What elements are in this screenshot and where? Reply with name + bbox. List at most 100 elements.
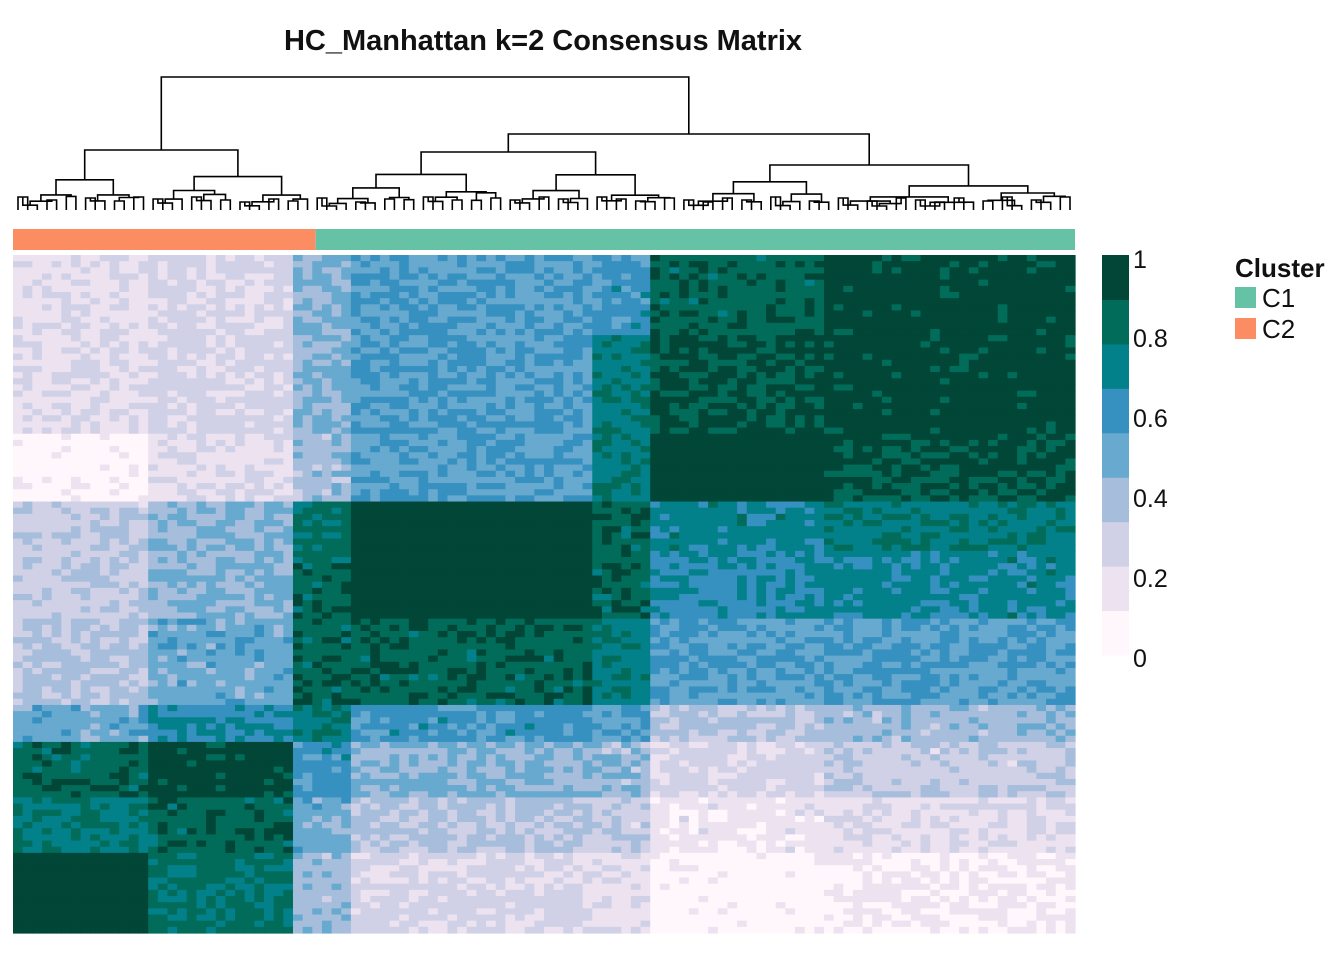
heatmap-cell: [785, 267, 796, 275]
heatmap-cell: [80, 446, 91, 453]
heatmap-cell: [708, 255, 719, 262]
heatmap-cell: [544, 507, 555, 515]
heatmap-cell: [186, 285, 198, 293]
heatmap-cell: [109, 255, 120, 262]
heatmap-cell: [669, 372, 680, 379]
heatmap-cell: [235, 501, 246, 509]
heatmap-cell: [515, 384, 526, 392]
heatmap-cell: [1065, 365, 1076, 373]
heatmap-cell: [61, 304, 72, 312]
heatmap-cell: [717, 335, 729, 342]
heatmap-cell: [814, 433, 825, 441]
heatmap-cell: [814, 298, 825, 305]
heatmap-cell: [737, 415, 748, 423]
heatmap-cell: [891, 520, 902, 527]
heatmap-cell: [1017, 396, 1028, 404]
heatmap-cell: [428, 489, 439, 496]
heatmap-cell: [331, 291, 342, 299]
heatmap-cell: [708, 476, 719, 484]
heatmap-cell: [148, 526, 159, 533]
heatmap-cell: [138, 446, 149, 453]
heatmap-cell: [138, 310, 149, 318]
heatmap-cell: [988, 501, 999, 509]
heatmap-cell: [138, 489, 149, 496]
heatmap-cell: [959, 495, 970, 503]
heatmap-cell: [862, 433, 873, 441]
heatmap-cell: [872, 452, 883, 459]
heatmap-cell: [61, 310, 72, 318]
heatmap-cell: [601, 433, 613, 441]
heatmap-cell: [1036, 421, 1047, 429]
heatmap-cell: [959, 427, 970, 435]
heatmap-cell: [70, 291, 82, 299]
heatmap-cell: [1055, 396, 1066, 404]
heatmap-cell: [292, 507, 304, 515]
heatmap-cell: [698, 291, 709, 299]
heatmap-cell: [659, 359, 671, 367]
heatmap-cell: [70, 439, 82, 447]
heatmap-cell: [41, 304, 53, 312]
heatmap-cell: [804, 310, 815, 318]
heatmap-cell: [408, 279, 420, 287]
heatmap-cell: [389, 415, 400, 423]
heatmap-cell: [283, 279, 294, 287]
heatmap-cell: [746, 322, 757, 330]
heatmap-cell: [457, 322, 468, 330]
heatmap-cell: [669, 476, 680, 484]
heatmap-cell: [939, 267, 951, 275]
heatmap-cell: [177, 464, 188, 472]
heatmap-cell: [1065, 353, 1076, 361]
heatmap-cell: [379, 304, 391, 312]
heatmap-cell: [244, 261, 255, 268]
heatmap-cell: [341, 255, 352, 262]
heatmap-cell: [746, 489, 757, 496]
heatmap-cell: [99, 353, 111, 361]
heatmap-cell: [1065, 458, 1076, 466]
heatmap-cell: [679, 298, 690, 305]
heatmap-cell: [109, 446, 120, 453]
heatmap-cell: [563, 446, 574, 453]
heatmap-cell: [698, 427, 709, 435]
heatmap-cell: [650, 261, 661, 268]
heatmap-cell: [881, 415, 893, 423]
annotation-segment-c2: [13, 229, 316, 250]
heatmap-cell: [920, 304, 931, 312]
heatmap-cell: [225, 446, 236, 453]
heatmap-cell: [891, 279, 902, 287]
heatmap-cell: [466, 507, 478, 515]
heatmap-cell: [399, 261, 410, 268]
heatmap-cell: [515, 433, 526, 441]
heatmap-cell: [823, 304, 835, 312]
heatmap-cell: [428, 273, 439, 281]
heatmap-cell: [775, 427, 786, 435]
heatmap-cell: [61, 470, 72, 478]
heatmap-cell: [717, 489, 729, 496]
heatmap-cell: [524, 285, 535, 293]
heatmap-cell: [264, 347, 275, 355]
heatmap-cell: [206, 378, 217, 386]
heatmap-cell: [399, 520, 410, 527]
heatmap-cell: [669, 359, 680, 367]
heatmap-cell: [534, 409, 545, 416]
heatmap-cell: [968, 421, 980, 429]
heatmap-cell: [679, 378, 690, 386]
heatmap-cell: [1055, 255, 1066, 262]
heatmap-cell: [698, 365, 709, 373]
heatmap-cell: [80, 526, 91, 533]
heatmap-cell: [862, 378, 873, 386]
heatmap-cell: [553, 384, 564, 392]
heatmap-cell: [466, 396, 478, 404]
heatmap-cell: [505, 384, 516, 392]
heatmap-cell: [418, 310, 429, 318]
heatmap-cell: [515, 501, 526, 509]
heatmap-cell: [621, 353, 632, 361]
heatmap-cell: [476, 378, 487, 386]
heatmap-cell: [659, 507, 671, 515]
heatmap-cell: [22, 390, 33, 398]
heatmap-cell: [428, 483, 439, 490]
heatmap-cell: [254, 353, 265, 361]
heatmap-cell: [727, 415, 738, 423]
heatmap-cell: [727, 495, 738, 503]
heatmap-cell: [22, 316, 33, 324]
heatmap-cell: [1065, 483, 1076, 490]
